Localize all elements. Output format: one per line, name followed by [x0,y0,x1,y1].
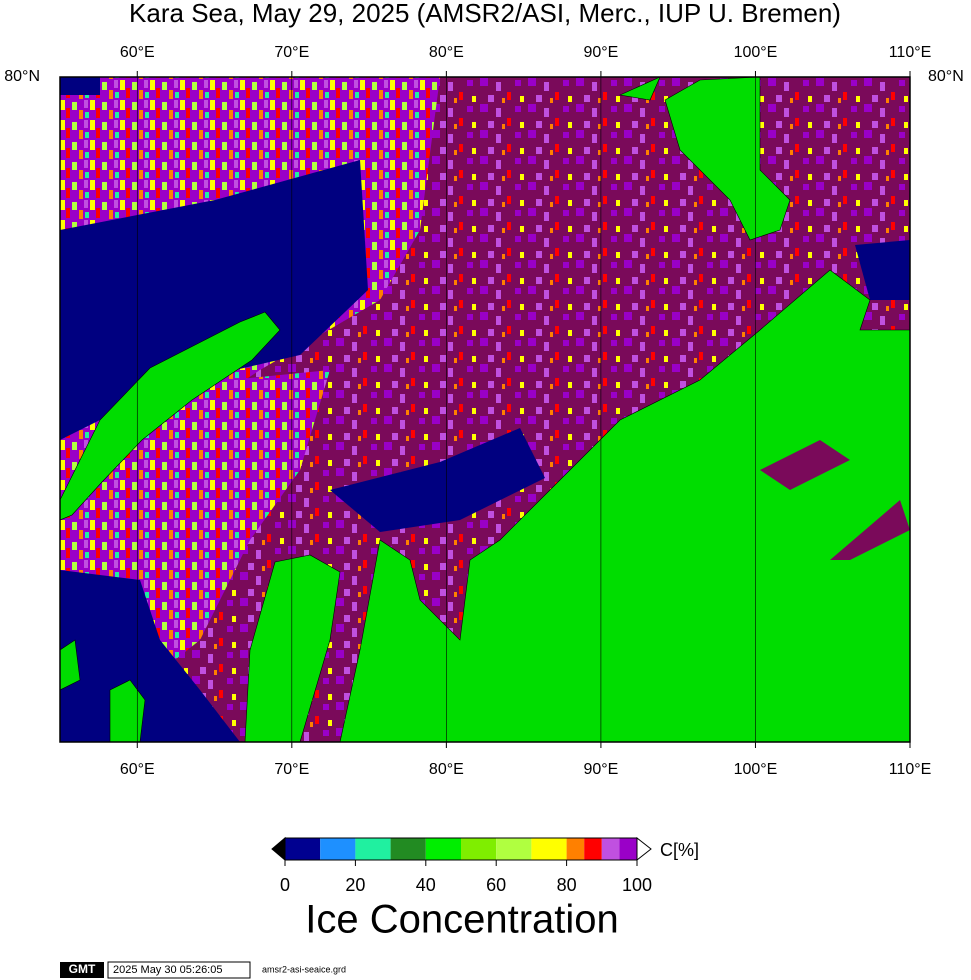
colorbar-bin [461,838,497,860]
lat-label-right: 80°N [928,68,964,85]
open-water [60,77,100,95]
colorbar-tick-label: 40 [416,875,436,895]
coastal-ice [830,500,910,560]
colorbar-bin [584,838,602,860]
lon-label-top: 80°E [429,44,464,61]
lon-label-bottom: 90°E [583,761,618,778]
colorbar-tick-label: 80 [557,875,577,895]
colorbar-bin [320,838,356,860]
land [60,639,81,691]
lon-label-bottom: 60°E [120,761,155,778]
colorbar-bin [531,838,567,860]
land [339,269,910,742]
gmt-logo [60,962,104,978]
colorbar-tick-label: 0 [280,875,290,895]
colorbar-bin [566,838,585,860]
colorbar-bin [390,838,426,860]
land [664,77,791,241]
colorbar-under [271,836,286,862]
open-water [855,240,910,300]
lon-label-top: 70°E [274,44,309,61]
colorbar-frame [284,837,638,861]
colorbar-unit: C[%] [660,840,699,860]
colorbar-over [636,836,652,862]
lon-label-bottom: 100°E [734,761,778,778]
lon-label-bottom: 110°E [889,761,932,778]
colorbar-tick-label: 20 [345,875,365,895]
colorbar-bin [355,838,391,860]
title: Kara Sea, May 29, 2025 (AMSR2/ASI, Merc.… [129,0,841,28]
timestamp-box [107,961,251,979]
colorbar-bin [425,838,461,860]
gmt-logo-text: GMT [69,962,96,976]
colorbar-bin [496,838,532,860]
lon-label-bottom: 70°E [274,761,309,778]
open-water [330,428,545,532]
lon-label-top: 100°E [734,44,778,61]
lon-label-bottom: 80°E [429,761,464,778]
open-water [60,570,240,742]
colorbar-tick-label: 60 [486,875,506,895]
lon-label-top: 90°E [583,44,618,61]
lat-label-left: 80°N [4,68,40,85]
map-area [60,77,910,742]
land [618,77,661,101]
land [109,679,146,742]
colorbar-bin [619,838,637,860]
timestamp: 2025 May 30 05:26:05 [113,964,222,976]
file-name: amsr2-asi-seaice.grd [262,964,346,974]
colorbar-bin [285,838,321,860]
lon-label-top: 60°E [120,44,155,61]
map-frame [59,76,911,743]
colorbar-bin [601,838,620,860]
land [60,311,281,521]
colorbar-label: Ice Concentration [305,898,619,942]
land [244,554,341,742]
lake-ice [760,440,850,490]
lon-label-top: 110°E [889,44,932,61]
colorbar-tick-label: 100 [622,875,652,895]
